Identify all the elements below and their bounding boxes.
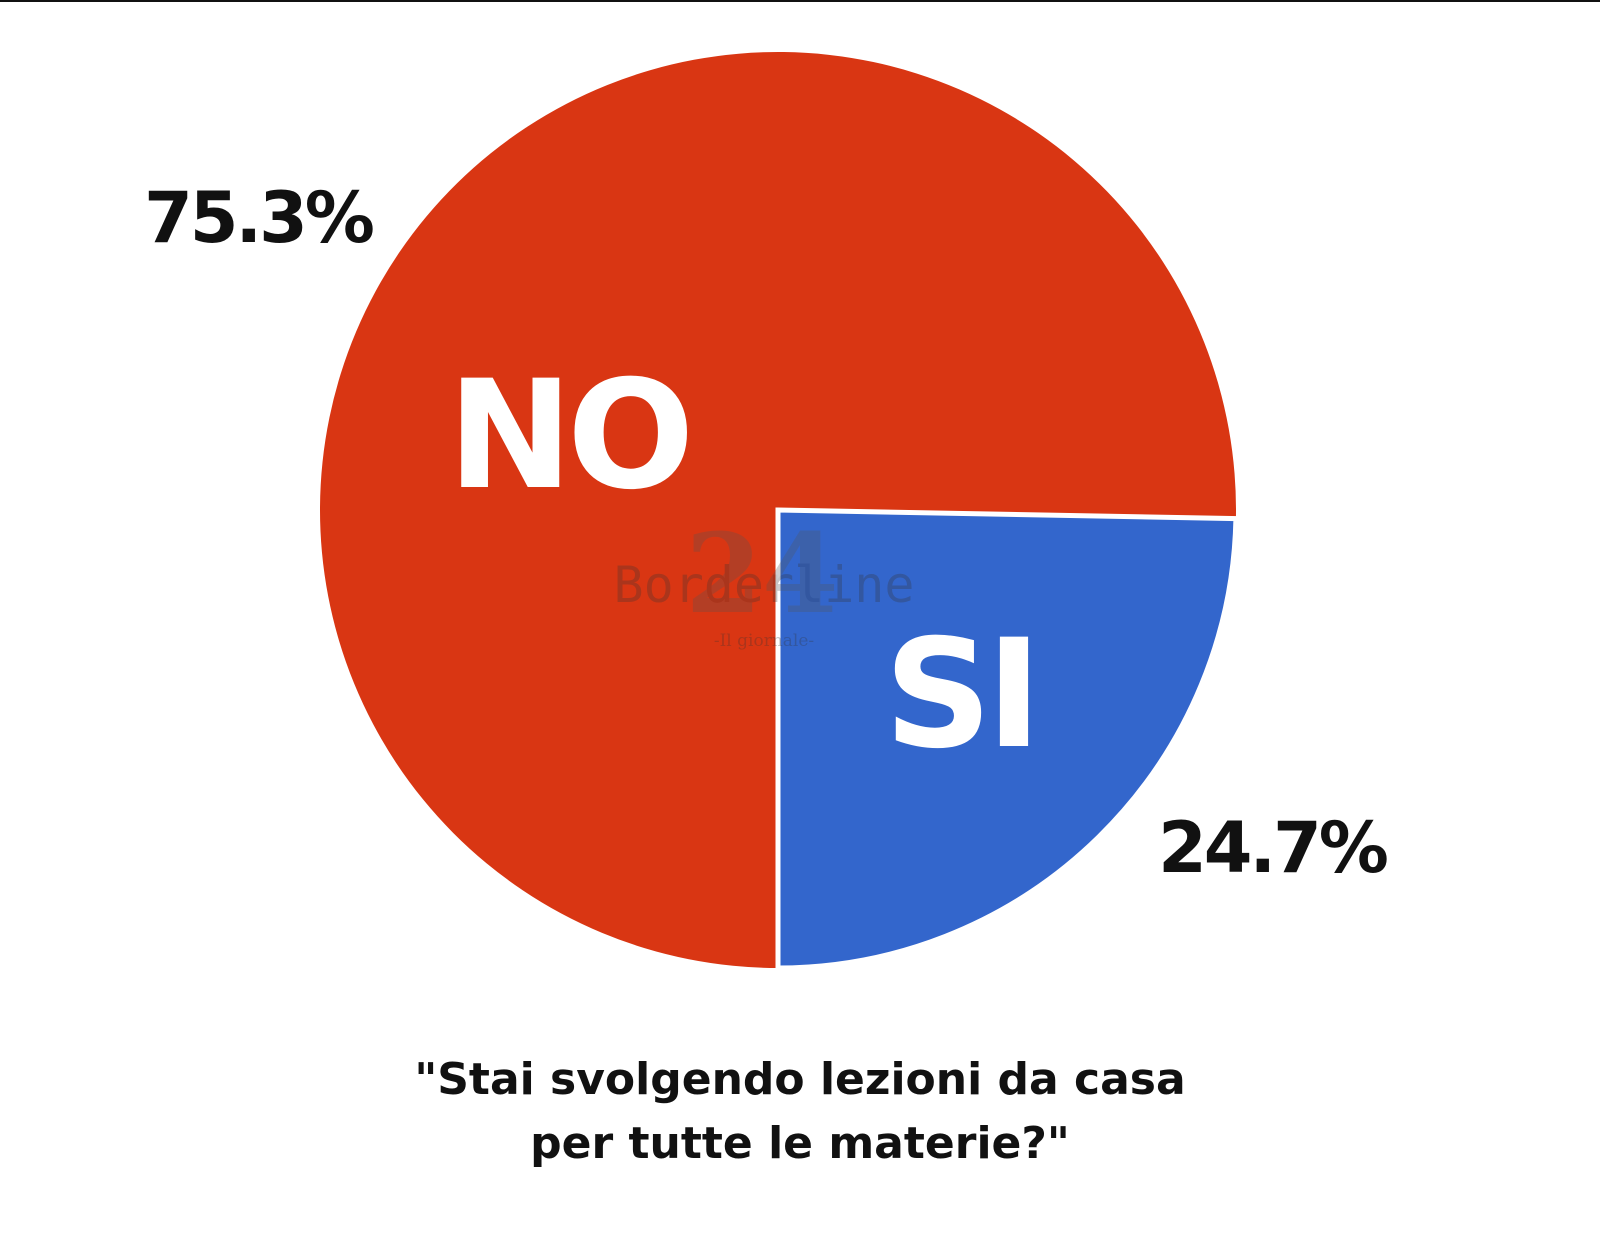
pie-slice-si — [775, 507, 1239, 971]
chart-question: "Stai svolgendo lezioni da casa per tutt… — [0, 1048, 1600, 1176]
watermark-text: Borderline — [613, 556, 914, 614]
value-label-no: 75.3% — [144, 177, 373, 259]
slice-label-no: NO — [447, 349, 688, 523]
slice-label-si: SI — [884, 608, 1036, 782]
watermark-tagline: -Il giornale- — [714, 631, 814, 651]
top-border — [0, 0, 1600, 2]
pie-labels: NO SI 75.3% 24.7% — [144, 177, 1390, 889]
question-line-1: "Stai svolgendo lezioni da casa — [414, 1054, 1186, 1105]
pie-slices — [320, 51, 1239, 971]
value-label-si: 24.7% — [1158, 807, 1387, 889]
watermark-number: 24 — [685, 509, 838, 638]
question-line-2: per tutte le materie?" — [530, 1118, 1070, 1169]
